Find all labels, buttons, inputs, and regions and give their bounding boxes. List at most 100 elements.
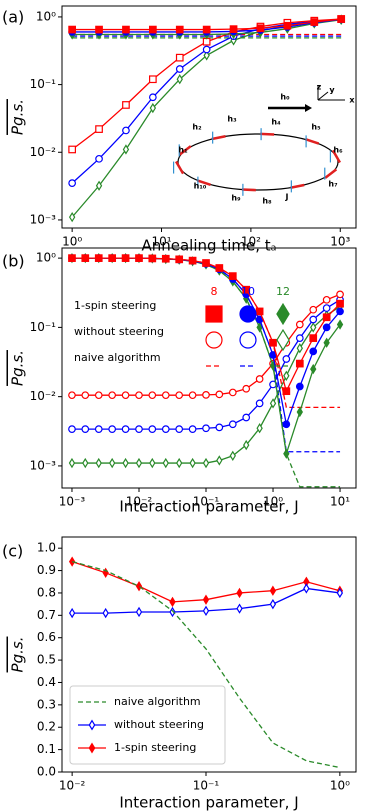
marker <box>205 305 223 323</box>
inset-label: h₇ <box>328 180 338 189</box>
marker <box>175 425 184 433</box>
spin-arrow <box>241 188 256 192</box>
marker <box>149 25 157 34</box>
marker <box>149 93 157 102</box>
marker <box>161 391 170 400</box>
legend-label: naive algorithm <box>74 351 161 364</box>
marker <box>336 319 344 330</box>
marker <box>108 254 117 262</box>
marker <box>162 457 169 469</box>
x-tick-label: 10⁻¹ <box>193 495 220 509</box>
marker <box>283 448 290 459</box>
x-tick-label: 10⁰ <box>263 495 283 509</box>
marker <box>295 320 304 329</box>
marker <box>336 299 344 308</box>
y-tick-label: 10⁰ <box>36 9 56 23</box>
marker <box>282 420 291 429</box>
marker <box>135 581 143 592</box>
x-tick-label: 10⁻¹ <box>193 779 220 793</box>
marker <box>296 343 303 354</box>
marker <box>188 425 197 433</box>
spin-arrow <box>260 132 275 136</box>
marker <box>322 304 331 312</box>
marker <box>81 391 90 400</box>
marker <box>122 25 130 34</box>
panel-label: (a) <box>2 8 24 27</box>
y-tick-label: 0.0 <box>37 765 56 779</box>
y-tick-label: 10⁻³ <box>30 212 57 226</box>
y-tick-label: 10⁻² <box>30 389 57 403</box>
marker <box>122 101 130 109</box>
marker <box>282 387 291 396</box>
marker <box>148 254 157 263</box>
x-tick-label: 10³ <box>330 235 350 249</box>
marker <box>94 425 103 433</box>
y-tick-label: 10⁻¹ <box>30 320 57 334</box>
marker <box>68 425 76 433</box>
marker <box>175 65 184 73</box>
x-tick-label: 10⁻² <box>59 779 86 793</box>
inset-label: x <box>349 96 355 105</box>
marker <box>309 315 318 324</box>
marker <box>149 102 157 114</box>
marker <box>202 457 210 469</box>
inset-label: h₃ <box>227 115 237 124</box>
inset-label: h₉ <box>231 194 241 203</box>
marker <box>121 425 130 433</box>
marker <box>121 254 130 262</box>
marker <box>108 391 117 400</box>
marker <box>68 25 76 34</box>
x-tick-label: 10² <box>241 235 261 249</box>
legend-box <box>69 685 226 765</box>
marker <box>169 596 176 608</box>
marker <box>149 75 157 84</box>
legend-label: 1-spin steering <box>74 299 156 312</box>
marker <box>283 21 292 30</box>
x-axis-label: Interaction parameter, J <box>119 498 298 516</box>
marker <box>68 607 76 619</box>
marker <box>295 359 304 368</box>
marker <box>175 25 184 34</box>
marker <box>202 45 211 54</box>
marker <box>322 323 331 332</box>
marker <box>82 457 89 469</box>
marker <box>95 154 103 163</box>
marker <box>95 457 102 469</box>
x-tick-label: 10⁻² <box>126 495 153 509</box>
marker <box>255 375 264 383</box>
inset-label: J <box>285 193 289 202</box>
marker <box>135 254 143 262</box>
marker <box>309 305 318 314</box>
marker <box>202 259 210 267</box>
marker <box>68 556 76 567</box>
spin-ring <box>177 133 339 191</box>
marker <box>283 370 290 381</box>
y-axis-label: Pg.s. <box>9 99 27 135</box>
plot-frame <box>61 247 357 489</box>
marker <box>228 420 237 429</box>
marker <box>236 587 243 599</box>
marker <box>169 606 176 618</box>
marker <box>68 211 76 223</box>
marker <box>215 264 224 272</box>
marker <box>202 594 210 605</box>
marker <box>229 450 236 461</box>
legend-label: without steering <box>114 718 204 731</box>
y-tick-label: 0.8 <box>37 585 56 599</box>
marker <box>81 425 90 433</box>
marker <box>256 24 265 33</box>
marker <box>276 328 290 352</box>
marker <box>216 455 223 466</box>
y-tick-label: 10⁻² <box>30 145 57 159</box>
marker <box>175 53 184 62</box>
marker <box>122 457 129 469</box>
inset-label: h₀ <box>280 93 290 102</box>
marker <box>228 272 237 280</box>
y-tick-label: 0.5 <box>37 653 56 667</box>
plot-frame <box>61 5 357 229</box>
marker <box>239 305 257 323</box>
dashed-line <box>71 560 340 769</box>
marker <box>135 457 143 469</box>
y-tick-label: 0.2 <box>37 720 56 734</box>
